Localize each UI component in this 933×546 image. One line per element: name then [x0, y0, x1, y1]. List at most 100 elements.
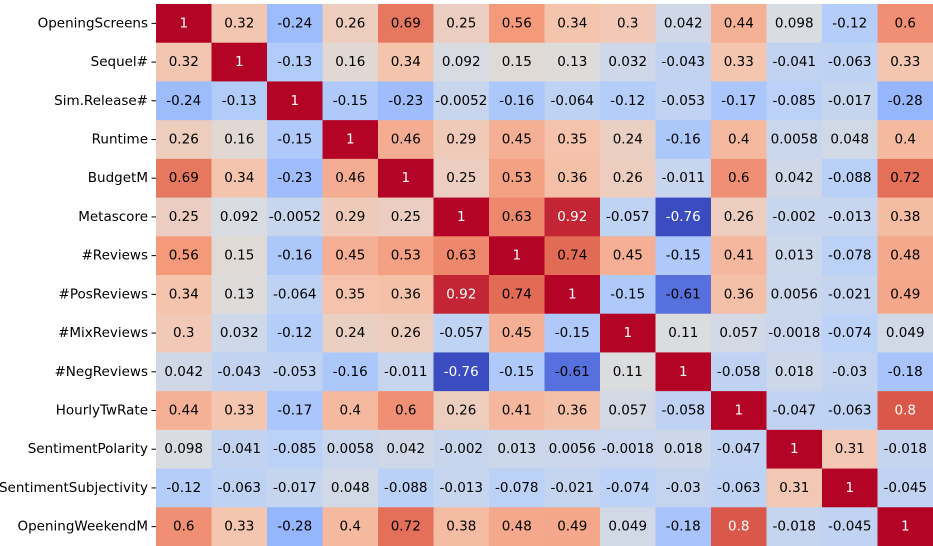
cell-value-label: 0.098 — [164, 441, 203, 457]
heatmap-cell — [766, 391, 823, 431]
cell-value-label: -0.053 — [273, 364, 317, 380]
heatmap-cell — [877, 275, 933, 315]
cell-value-label: 0.29 — [335, 209, 365, 225]
cell-value-label: 0.45 — [613, 248, 643, 264]
heatmap-cell — [489, 4, 546, 44]
heatmap-cell — [378, 81, 435, 121]
heatmap-cell — [211, 42, 268, 83]
cell-value-label: 0.32 — [224, 15, 254, 31]
cell-value-label: 0.41 — [724, 248, 754, 264]
cell-value-label: -0.064 — [550, 93, 594, 109]
heatmap-cell — [711, 120, 768, 160]
cell-value-label: 0.15 — [224, 248, 254, 264]
cell-value-label: 0.057 — [719, 325, 758, 341]
cell-value-label: -0.043 — [661, 54, 705, 70]
heatmap-cell — [544, 236, 601, 276]
heatmap-cell — [156, 4, 213, 44]
heatmap-cell — [322, 158, 379, 199]
cell-value-label: -0.021 — [828, 286, 872, 302]
cell-value-label: -0.28 — [277, 519, 312, 535]
y-tick-label: SentimentPolarity — [28, 441, 148, 457]
heatmap-cell — [211, 4, 268, 44]
cell-value-label: -0.074 — [606, 480, 650, 496]
cell-value-label: 0.69 — [169, 170, 199, 186]
cell-value-label: 0.31 — [779, 480, 809, 496]
heatmap-cell — [433, 275, 490, 315]
cell-value-label: 0.48 — [502, 519, 532, 535]
heatmap-cell — [711, 468, 768, 508]
cell-value-label: 0.92 — [446, 286, 476, 302]
heatmap-cell — [489, 468, 546, 508]
cell-value-label: -0.057 — [439, 325, 483, 341]
cell-value-label: -0.13 — [277, 54, 312, 70]
cell-value-label: -0.047 — [717, 441, 761, 457]
cell-value-label: 1 — [512, 248, 521, 264]
heatmap-cell — [267, 236, 324, 276]
heatmap-cell — [877, 158, 933, 199]
cell-value-label: 0.13 — [224, 286, 254, 302]
cell-value-label: 0.29 — [446, 132, 476, 148]
cell-value-label: 1 — [401, 170, 410, 186]
y-tick-label: Runtime — [92, 132, 148, 148]
cell-value-label: -0.12 — [832, 15, 867, 31]
heatmap-cell — [322, 42, 379, 83]
heatmap-cell — [322, 197, 379, 237]
heatmap-cell — [267, 507, 324, 546]
y-tick-label: #Reviews — [81, 248, 148, 264]
heatmap-cell — [600, 429, 657, 470]
cell-value-label: 0.042 — [164, 364, 203, 380]
heatmap-cell — [211, 81, 268, 121]
heatmap-cell — [156, 313, 213, 354]
heatmap-cell — [711, 81, 768, 121]
heatmap-cell — [322, 275, 379, 315]
cell-value-label: 0.33 — [724, 54, 754, 70]
heatmap-cell — [211, 313, 268, 354]
heatmap-cell — [211, 120, 268, 160]
heatmap-cell — [156, 468, 213, 508]
cell-value-label: -0.61 — [555, 364, 590, 380]
cell-value-label: -0.043 — [217, 364, 261, 380]
cell-value-label: 0.0056 — [549, 441, 596, 457]
cell-value-label: 0.45 — [502, 132, 532, 148]
heatmap-cell — [822, 120, 879, 160]
cell-value-label: -0.085 — [273, 441, 317, 457]
heatmap-cell — [156, 120, 213, 160]
heatmap-cell — [211, 429, 268, 470]
cell-value-label: -0.0018 — [768, 325, 820, 341]
heatmap-cell — [322, 507, 379, 546]
heatmap-cell — [877, 42, 933, 83]
heatmap-cell — [267, 158, 324, 199]
cell-value-label: -0.0052 — [269, 209, 321, 225]
heatmap-cell — [156, 429, 213, 470]
heatmap-cell — [766, 120, 823, 160]
heatmap-cell — [378, 42, 435, 83]
cell-value-label: -0.057 — [606, 209, 650, 225]
cell-value-label: -0.15 — [333, 93, 368, 109]
heatmap-cell — [822, 197, 879, 237]
heatmap-cell — [655, 507, 712, 546]
cell-value-label: 0.56 — [169, 248, 199, 264]
heatmap-cell — [711, 391, 768, 431]
heatmap-cell — [267, 352, 324, 392]
cell-value-label: -0.12 — [610, 93, 645, 109]
heatmap-cell — [600, 158, 657, 199]
cell-value-label: 1 — [901, 519, 910, 535]
heatmap-cell — [322, 81, 379, 121]
cell-value-label: 0.33 — [224, 519, 254, 535]
cell-value-label: 1 — [235, 54, 244, 70]
cell-value-label: 0.26 — [613, 170, 643, 186]
cell-value-label: 0.11 — [613, 364, 643, 380]
heatmap-cell — [544, 158, 601, 199]
y-tick-label: Sequel# — [91, 54, 148, 70]
heatmap-cell — [489, 42, 546, 83]
cell-value-label: 0.4 — [340, 403, 361, 419]
cell-value-label: -0.058 — [717, 364, 761, 380]
heatmap-cell — [378, 429, 435, 470]
heatmap-cell — [433, 507, 490, 546]
heatmap-cell — [600, 507, 657, 546]
heatmap-cell — [378, 352, 435, 392]
cell-value-label: 0.34 — [557, 15, 587, 31]
heatmap-cell — [711, 4, 768, 44]
cell-value-label: -0.16 — [499, 93, 534, 109]
heatmap-cell — [322, 352, 379, 392]
